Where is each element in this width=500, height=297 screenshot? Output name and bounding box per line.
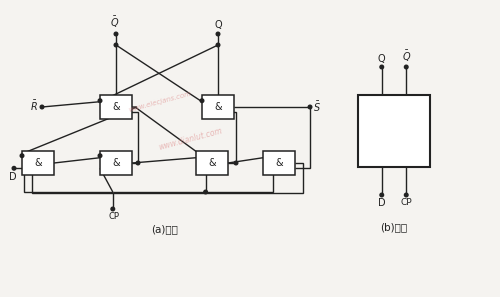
Circle shape: [111, 207, 114, 211]
Circle shape: [380, 65, 384, 69]
Circle shape: [308, 105, 312, 109]
Circle shape: [234, 161, 238, 165]
Text: www.elecjans.com: www.elecjans.com: [128, 91, 192, 113]
Bar: [202, 95, 234, 119]
Circle shape: [404, 65, 408, 69]
Text: Q: Q: [378, 54, 386, 64]
Text: $\bar{Q}$: $\bar{Q}$: [110, 15, 120, 30]
Text: www.dianlut.com: www.dianlut.com: [157, 126, 223, 152]
Text: D: D: [378, 198, 386, 208]
Circle shape: [200, 99, 204, 102]
Text: &: &: [112, 102, 120, 112]
Circle shape: [380, 193, 384, 197]
Text: Q: Q: [214, 20, 222, 30]
Circle shape: [12, 167, 16, 170]
Text: D: D: [9, 172, 17, 182]
Bar: [263, 151, 295, 175]
Circle shape: [114, 43, 118, 47]
Circle shape: [216, 43, 220, 47]
Bar: [22, 151, 54, 175]
Text: CP: CP: [400, 198, 412, 207]
Bar: [358, 95, 430, 167]
Text: &: &: [112, 158, 120, 168]
Circle shape: [40, 105, 44, 109]
Text: CP: CP: [108, 212, 120, 221]
Text: $\bar{S}$: $\bar{S}$: [313, 100, 321, 114]
Circle shape: [404, 193, 408, 197]
Text: $\bar{R}$: $\bar{R}$: [30, 99, 38, 113]
Circle shape: [98, 154, 102, 157]
Text: $\bar{Q}$: $\bar{Q}$: [402, 49, 411, 64]
Circle shape: [204, 190, 208, 194]
Text: &: &: [214, 102, 222, 112]
Text: &: &: [34, 158, 42, 168]
Text: &: &: [275, 158, 283, 168]
Circle shape: [216, 32, 220, 36]
Bar: [100, 151, 132, 175]
Circle shape: [114, 32, 118, 36]
Text: &: &: [208, 158, 216, 168]
Circle shape: [98, 99, 102, 102]
Text: (b)符号: (b)符号: [380, 222, 407, 232]
Circle shape: [20, 154, 24, 157]
Text: (a)电路: (a)电路: [152, 224, 178, 234]
Bar: [196, 151, 228, 175]
Circle shape: [136, 161, 140, 165]
Bar: [100, 95, 132, 119]
